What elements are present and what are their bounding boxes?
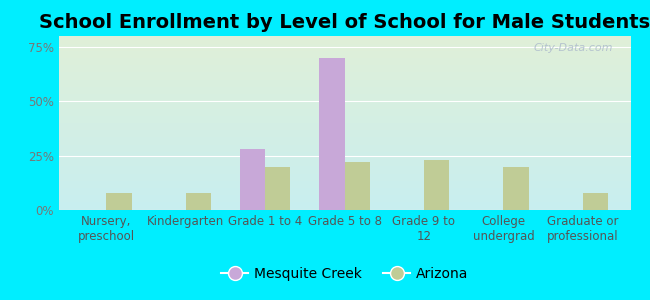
Bar <box>319 58 344 210</box>
Bar <box>106 193 131 210</box>
Bar <box>583 193 608 210</box>
Title: School Enrollment by Level of School for Male Students: School Enrollment by Level of School for… <box>39 13 650 32</box>
Bar <box>265 167 291 210</box>
Bar <box>344 162 370 210</box>
Bar <box>503 167 529 210</box>
Legend: Mesquite Creek, Arizona: Mesquite Creek, Arizona <box>215 262 474 286</box>
Bar <box>424 160 449 210</box>
Bar <box>240 149 265 210</box>
Bar <box>186 193 211 210</box>
Text: City-Data.com: City-Data.com <box>534 43 614 53</box>
